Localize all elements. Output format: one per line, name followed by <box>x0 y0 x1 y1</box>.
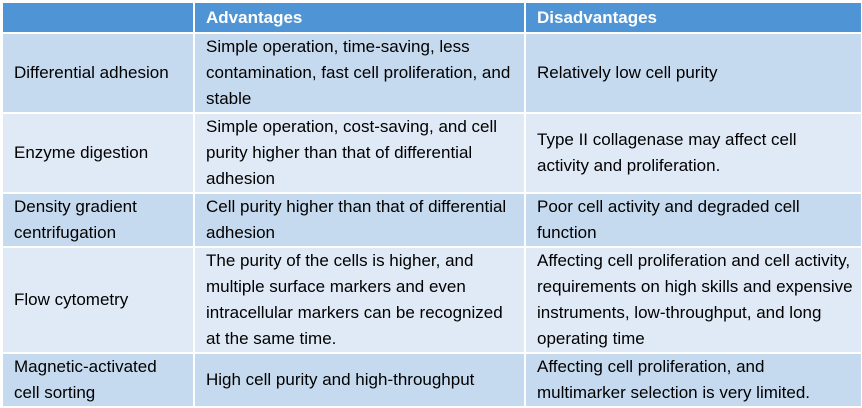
advantage-cell: High cell purity and high-throughput <box>193 352 526 408</box>
method-cell: Differential adhesion <box>1 32 195 114</box>
method-cell: Enzyme digestion <box>1 112 195 194</box>
disadvantage-cell: Type II collagenase may affect cell acti… <box>524 112 862 194</box>
table-row: Differential adhesion Simple operation, t… <box>1 32 862 114</box>
table-body: Differential adhesion Simple operation, t… <box>1 32 862 408</box>
header-cell: Advantages <box>193 1 526 34</box>
disadvantage-cell: Affecting cell proliferation and cell ac… <box>524 246 862 354</box>
disadvantage-cell: Affecting cell proliferation, and multim… <box>524 352 862 408</box>
table-row: Enzyme digestion Simple operation, cost-s… <box>1 112 862 194</box>
disadvantage-cell: Relatively low cell purity <box>524 32 862 114</box>
method-cell: Magnetic-activated cell sorting <box>1 352 195 408</box>
table-row: Magnetic-activated cell sorting High cell… <box>1 352 862 408</box>
table-row: Flow cytometry The purity of the cells is… <box>1 246 862 354</box>
header-row: Advantages Disadvantages <box>1 1 862 34</box>
table-row: Density gradient centrifugation Cell puri… <box>1 192 862 248</box>
advantage-cell: The purity of the cells is higher, and m… <box>193 246 526 354</box>
advantage-cell: Simple operation, time-saving, less cont… <box>193 32 526 114</box>
disadvantage-cell: Poor cell activity and degraded cell fun… <box>524 192 862 248</box>
method-cell: Density gradient centrifugation <box>1 192 195 248</box>
header-cell <box>1 1 195 34</box>
method-cell: Flow cytometry <box>1 246 195 354</box>
advantage-cell: Simple operation, cost-saving, and cell … <box>193 112 526 194</box>
advantage-cell: Cell purity higher than that of differen… <box>193 192 526 248</box>
header-cell: Disadvantages <box>524 1 862 34</box>
